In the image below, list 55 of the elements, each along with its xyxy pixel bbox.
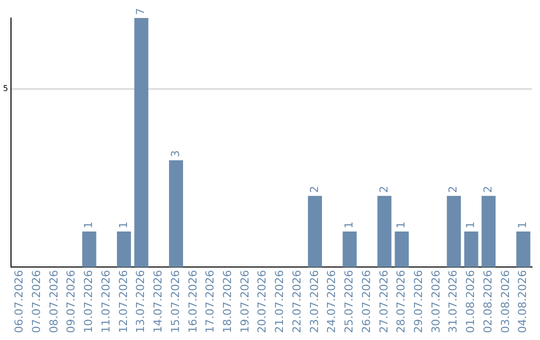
data-label: 1	[342, 221, 356, 228]
x-tick-label: 26.07.2026	[360, 270, 373, 334]
data-label: 7	[134, 8, 148, 15]
bar	[116, 231, 131, 268]
bar	[82, 231, 96, 268]
x-tick-label: 09.07.2026	[64, 270, 78, 334]
x-tick-label: 15.07.2026	[168, 270, 182, 334]
x-tick-label: 01.08.2026	[464, 270, 478, 334]
bar	[377, 196, 392, 268]
y-tick-label: 5	[2, 84, 8, 94]
data-label: 2	[446, 186, 460, 193]
x-tick-label: 22.07.2026	[290, 270, 304, 334]
x-tick-label: 24.07.2026	[325, 270, 338, 334]
x-tick-label: 06.07.2026	[12, 270, 26, 334]
x-tick-label: 14.07.2026	[152, 270, 165, 334]
bar	[169, 160, 184, 268]
data-label: 1	[394, 221, 408, 228]
x-tick-label: 27.07.2026	[377, 270, 390, 334]
x-tick-label: 02.08.2026	[481, 270, 494, 334]
x-tick-label: 16.07.2026	[186, 270, 200, 334]
data-label: 1	[516, 221, 530, 228]
x-tick-label: 12.07.2026	[116, 270, 130, 334]
bar	[394, 231, 409, 268]
bar	[516, 231, 530, 268]
bar	[134, 18, 148, 268]
bar	[342, 231, 357, 268]
x-tick-label: 18.07.2026	[220, 270, 234, 334]
x-tick-label: 31.07.2026	[446, 270, 460, 334]
data-label: 1	[464, 221, 478, 228]
x-tick-label: 30.07.2026	[429, 270, 442, 334]
x-tick-label: 11.07.2026	[99, 270, 112, 334]
data-label: 1	[82, 221, 96, 228]
x-tick-label: 08.07.2026	[47, 270, 60, 334]
x-tick-label: 07.07.2026	[30, 270, 43, 334]
data-label: 2	[377, 186, 390, 193]
x-tick-label: 10.07.2026	[82, 270, 96, 334]
x-tick-label: 04.08.2026	[516, 270, 530, 334]
x-tick-label: 29.07.2026	[412, 270, 425, 334]
data-label: 2	[308, 186, 321, 193]
data-label: 2	[481, 186, 494, 193]
x-tick-label: 19.07.2026	[238, 270, 252, 334]
x-tick-label: 23.07.2026	[308, 270, 321, 334]
bar	[446, 196, 461, 268]
data-label: 1	[116, 221, 130, 228]
data-label: 3	[168, 150, 182, 158]
bar	[464, 231, 478, 268]
x-tick-label: 17.07.2026	[204, 270, 217, 334]
x-tick-label: 21.07.2026	[273, 270, 286, 334]
x-tick-label: 28.07.2026	[394, 270, 408, 334]
x-tick-label: 03.08.2026	[498, 270, 512, 334]
x-tick-label: 13.07.2026	[134, 270, 148, 334]
bar	[482, 196, 496, 268]
x-tick-label: 25.07.2026	[342, 270, 356, 334]
x-tick-label: 20.07.2026	[256, 270, 269, 334]
bar	[308, 196, 322, 268]
